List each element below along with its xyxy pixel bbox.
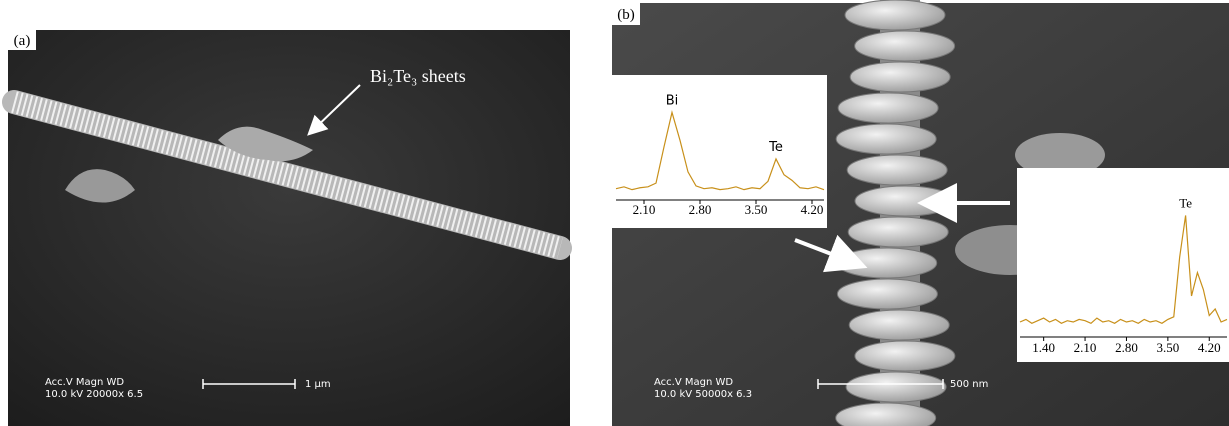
peak-label: Te — [768, 140, 783, 155]
x-tick-label: 4.20 — [1198, 340, 1221, 355]
x-tick-label: 3.50 — [1156, 340, 1179, 355]
x-tick-label: 2.10 — [1074, 340, 1097, 355]
scale-settings: 10.0 kV 20000x 6.5 — [45, 389, 143, 400]
disc — [847, 155, 947, 185]
annotation: Bi₂Te₃ sheets — [370, 66, 466, 86]
inset-box — [1017, 168, 1229, 362]
panel-label: (a) — [14, 33, 31, 49]
scale-settings: 10.0 kV 50000x 6.3 — [654, 389, 752, 400]
disc — [848, 217, 948, 247]
scale-length: 1 µm — [305, 379, 331, 390]
disc — [855, 31, 955, 61]
scale-length: 500 nm — [950, 379, 988, 390]
scale-header: Acc.V Magn WD — [45, 377, 124, 388]
disc — [838, 93, 938, 123]
x-tick-label: 2.80 — [1115, 340, 1138, 355]
scale-header: Acc.V Magn WD — [654, 377, 733, 388]
disc — [849, 310, 949, 340]
x-tick-label: 3.50 — [745, 202, 768, 217]
disc — [837, 279, 937, 309]
disc — [846, 372, 946, 402]
disc — [855, 341, 955, 371]
peak-label: Te — [1179, 195, 1192, 210]
x-tick-label: 4.20 — [801, 202, 824, 217]
peak-label: Bi — [666, 93, 679, 108]
x-tick-label: 1.40 — [1032, 340, 1055, 355]
disc — [845, 0, 945, 30]
x-tick-label: 2.80 — [689, 202, 712, 217]
panel-label: (b) — [617, 7, 635, 23]
figure: (a) Bi₂Te₃ sheets Acc.V Magn WD 10.0 kV … — [0, 0, 1229, 426]
disc — [850, 62, 950, 92]
x-tick-label: 2.10 — [633, 202, 656, 217]
disc — [836, 124, 936, 154]
